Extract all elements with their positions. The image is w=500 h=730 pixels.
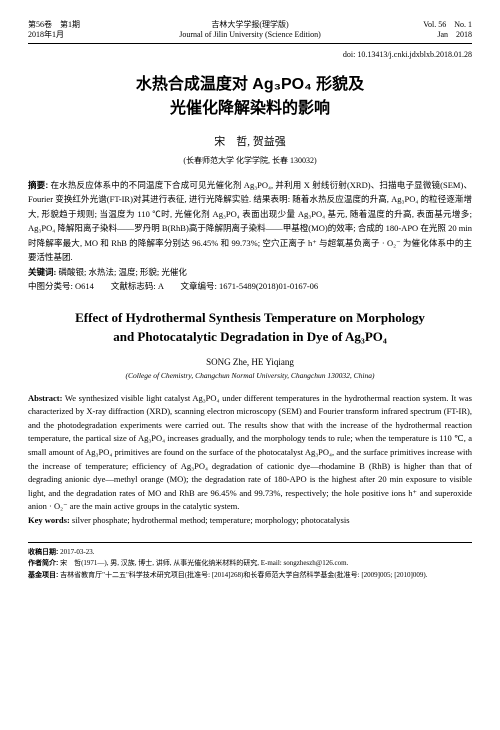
abstract-cn-text: 在水热反应体系中的不同温度下合成可见光催化剂 Ag₃PO₄, 并利用 X 射线衍… <box>28 180 472 262</box>
classification-line: 中图分类号: O614 文献标志码: A 文章编号: 1671-5489(201… <box>28 280 472 294</box>
abstract-en-text: We synthesized visible light catalyst Ag… <box>28 393 472 512</box>
keywords-cn-text: 磷酸银; 水热法; 温度; 形貌; 光催化 <box>58 267 186 277</box>
abstract-english: Abstract: We synthesized visible light c… <box>28 392 472 514</box>
title-cn-line2: 光催化降解染料的影响 <box>28 97 472 121</box>
header-left-1: 第56卷 第1期 <box>28 20 128 30</box>
received-date: 2017-03-23. <box>60 548 94 556</box>
authors-english: SONG Zhe, HE Yiqiang <box>28 357 472 367</box>
keywords-cn-label: 关键词: <box>28 267 56 277</box>
authors-chinese: 宋 哲, 贺益强 <box>28 133 472 149</box>
header-left-2: 2018年1月 <box>28 30 128 40</box>
page-header: 第56卷 第1期 2018年1月 吉林大学学报(理学版) Journal of … <box>28 20 472 44</box>
header-center-2: Journal of Jilin University (Science Edi… <box>128 30 372 40</box>
abstract-en-label: Abstract: <box>28 393 62 403</box>
header-center-1: 吉林大学学报(理学版) <box>128 20 372 30</box>
funding-text: 吉林省教育厅"十二五"科学技术研究项目(批准号: [2014]268)和长春师范… <box>60 571 427 579</box>
title-chinese: 水热合成温度对 Ag₃PO₄ 形貌及 光催化降解染料的影响 <box>28 73 472 121</box>
abstract-chinese: 摘要: 在水热反应体系中的不同温度下合成可见光催化剂 Ag₃PO₄, 并利用 X… <box>28 178 472 265</box>
keywords-english: Key words: silver phosphate; hydrotherma… <box>28 514 472 528</box>
keywords-chinese: 关键词: 磷酸银; 水热法; 温度; 形貌; 光催化 <box>28 266 472 280</box>
affiliation-chinese: (长春师范大学 化学学院, 长春 130032) <box>28 155 472 166</box>
title-english: Effect of Hydrothermal Synthesis Tempera… <box>28 308 472 347</box>
author-bio: 宋 哲(1971—), 男, 汉族, 博士, 讲师, 从事光催化纳米材料的研究,… <box>60 559 348 567</box>
received-label: 收稿日期: <box>28 549 58 556</box>
title-cn-line1: 水热合成温度对 Ag₃PO₄ 形貌及 <box>28 73 472 97</box>
header-right-1: Vol. 56 No. 1 <box>372 20 472 30</box>
title-en-line2: and Photocatalytic Degradation in Dye of… <box>28 327 472 347</box>
keywords-en-text: silver phosphate; hydrothermal method; t… <box>72 515 350 525</box>
affiliation-english: (College of Chemistry, Changchun Normal … <box>28 371 472 380</box>
header-right-2: Jan 2018 <box>372 30 472 40</box>
doi-text: doi: 10.13413/j.cnki.jdxblxb.2018.01.28 <box>28 50 472 59</box>
page-footer: 收稿日期: 2017-03-23. 作者简介: 宋 哲(1971—), 男, 汉… <box>28 542 472 582</box>
keywords-en-label: Key words: <box>28 515 70 525</box>
abstract-cn-label: 摘要: <box>28 180 48 190</box>
funding-label: 基金项目: <box>28 572 58 579</box>
author-bio-label: 作者简介: <box>28 560 58 567</box>
title-en-line1: Effect of Hydrothermal Synthesis Tempera… <box>28 308 472 328</box>
